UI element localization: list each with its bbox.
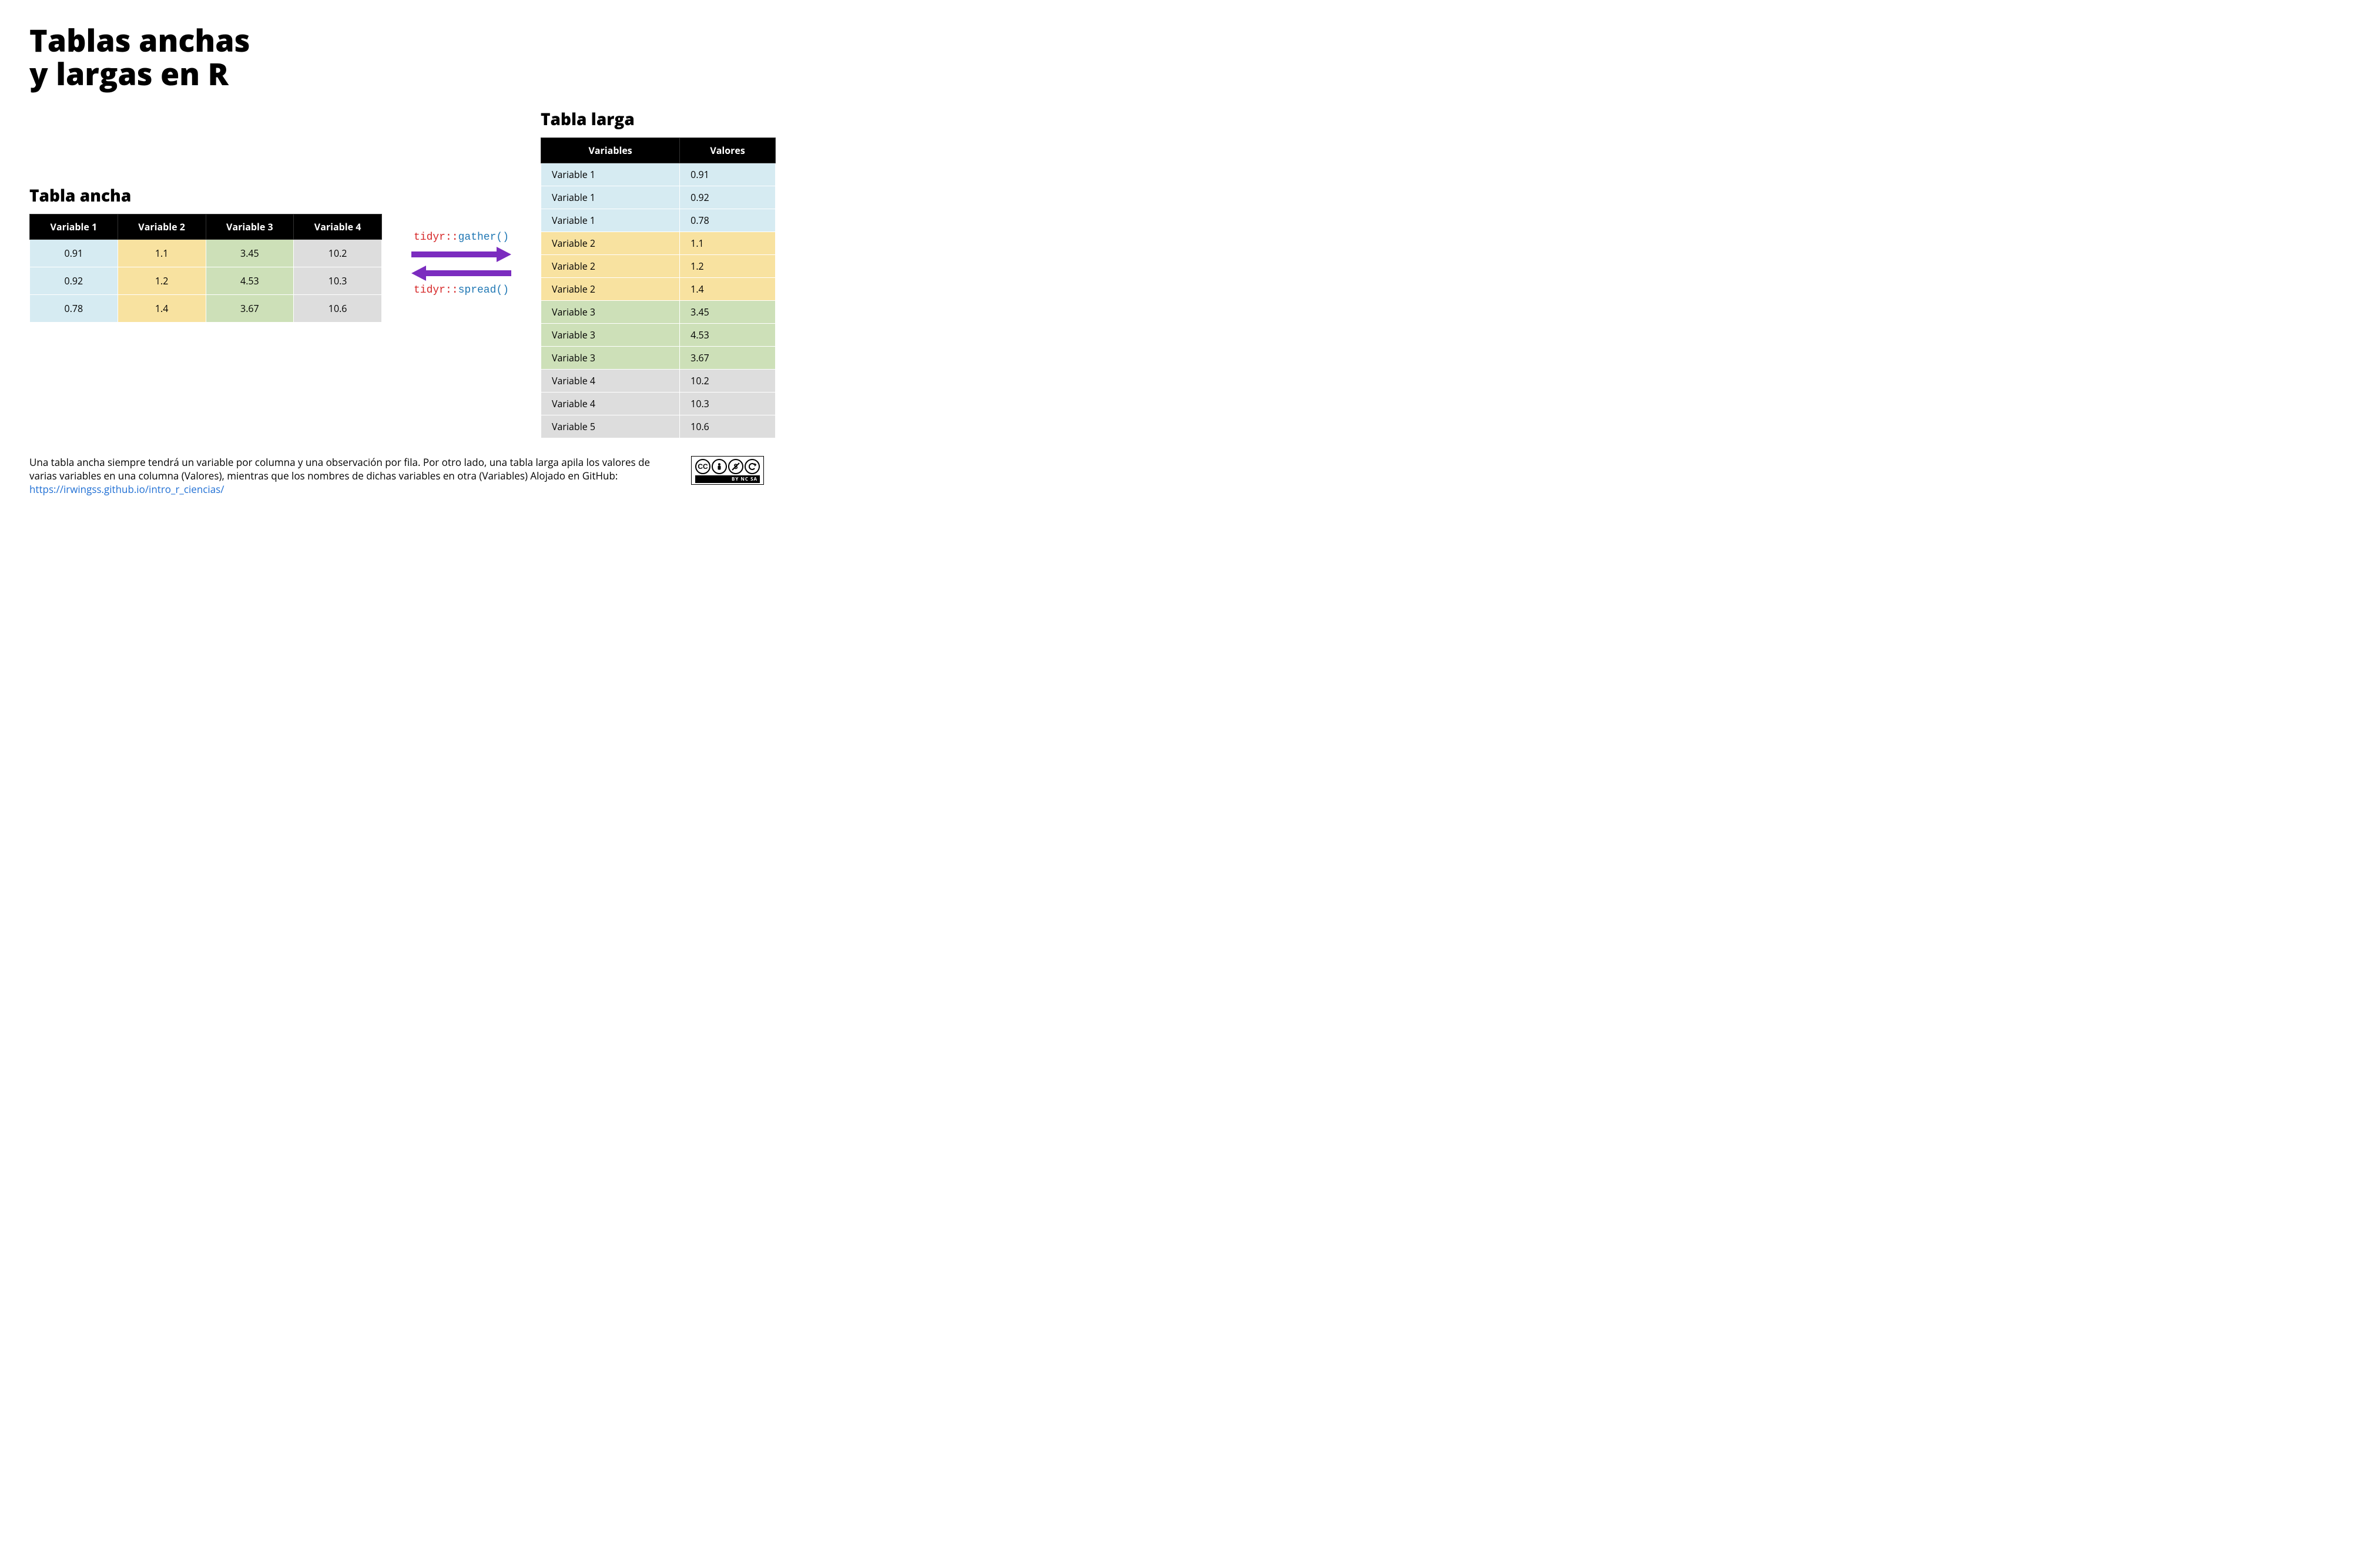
table-cell: 0.91 xyxy=(680,163,776,186)
table-row: Variable 33.45 xyxy=(541,301,776,324)
sa-icon xyxy=(745,459,760,474)
table-cell: 1.4 xyxy=(118,295,206,323)
long-heading: Tabla larga xyxy=(541,108,776,130)
page-title: Tablas anchas y largas en R xyxy=(29,24,764,90)
table-cell: Variable 2 xyxy=(541,255,680,278)
table-cell: 1.1 xyxy=(118,240,206,267)
table-body: Variable 10.91Variable 10.92Variable 10.… xyxy=(541,163,776,438)
table-row: Variable 510.6 xyxy=(541,415,776,438)
wide-heading: Tabla ancha xyxy=(29,185,382,207)
table-body: 0.911.13.4510.20.921.24.5310.30.781.43.6… xyxy=(30,240,382,323)
table-row: 0.911.13.4510.2 xyxy=(30,240,382,267)
table-cell: 1.2 xyxy=(118,267,206,295)
table-cell: 10.3 xyxy=(680,393,776,415)
table-cell: Variable 3 xyxy=(541,347,680,370)
table-header-cell: Variable 1 xyxy=(30,214,118,240)
table-cell: Variable 3 xyxy=(541,324,680,347)
table-cell: 0.78 xyxy=(680,209,776,232)
table-cell: Variable 2 xyxy=(541,232,680,255)
gather-pkg: tidyr:: xyxy=(414,232,458,243)
table-cell: 0.91 xyxy=(30,240,118,267)
spread-paren: () xyxy=(496,284,509,296)
table-cell: 10.6 xyxy=(680,415,776,438)
title-line-2: y largas en R xyxy=(29,53,229,95)
table-header-cell: Valores xyxy=(680,138,776,163)
table-cell: 10.3 xyxy=(294,267,382,295)
table-row: 0.781.43.6710.6 xyxy=(30,295,382,323)
table-cell: 3.67 xyxy=(680,347,776,370)
cc-icon: CC xyxy=(695,459,710,474)
gather-paren: () xyxy=(496,232,509,243)
table-cell: Variable 1 xyxy=(541,186,680,209)
table-cell: Variable 4 xyxy=(541,370,680,393)
table-row: Variable 10.91 xyxy=(541,163,776,186)
table-cell: Variable 3 xyxy=(541,301,680,324)
table-cell: 4.53 xyxy=(206,267,294,295)
gather-code: tidyr::gather() xyxy=(414,232,509,243)
table-row: Variable 21.4 xyxy=(541,278,776,301)
long-table: VariablesValores Variable 10.91Variable … xyxy=(541,137,776,438)
wide-table: Variable 1Variable 2Variable 3Variable 4… xyxy=(29,214,382,323)
table-cell: Variable 2 xyxy=(541,278,680,301)
table-cell: 3.67 xyxy=(206,295,294,323)
wide-table-section: Tabla ancha Variable 1Variable 2Variable… xyxy=(29,108,382,323)
arrows-section: tidyr::gather() tidyr::spread() xyxy=(400,108,523,296)
arrow-right-icon xyxy=(411,247,511,262)
footer-text: Una tabla ancha siempre tendrá un variab… xyxy=(29,456,673,497)
table-row: Variable 410.3 xyxy=(541,393,776,415)
table-cell: 1.4 xyxy=(680,278,776,301)
table-cell: 1.1 xyxy=(680,232,776,255)
cc-icons-row: CC $ xyxy=(695,459,760,474)
table-header-cell: Variable 4 xyxy=(294,214,382,240)
table-header-cell: Variable 2 xyxy=(118,214,206,240)
table-cell: 0.92 xyxy=(30,267,118,295)
table-cell: 1.2 xyxy=(680,255,776,278)
cc-license-badge: CC $ BY NC SA xyxy=(691,456,764,485)
table-cell: 3.45 xyxy=(680,301,776,324)
table-header-row: Variable 1Variable 2Variable 3Variable 4 xyxy=(30,214,382,240)
table-cell: Variable 4 xyxy=(541,393,680,415)
table-header-cell: Variables xyxy=(541,138,680,163)
footer-description: Una tabla ancha siempre tendrá un variab… xyxy=(29,455,650,482)
arrow-left-icon xyxy=(411,266,511,281)
table-cell: 3.45 xyxy=(206,240,294,267)
table-header-cell: Variable 3 xyxy=(206,214,294,240)
footer-link[interactable]: https://irwingss.github.io/intro_r_cienc… xyxy=(29,482,224,496)
content-row: Tabla ancha Variable 1Variable 2Variable… xyxy=(29,108,764,438)
table-row: Variable 21.2 xyxy=(541,255,776,278)
by-icon xyxy=(712,459,727,474)
table-cell: 0.92 xyxy=(680,186,776,209)
table-cell: Variable 1 xyxy=(541,209,680,232)
spread-fn: spread xyxy=(458,284,497,296)
spread-pkg: tidyr:: xyxy=(414,284,458,296)
table-cell: 10.6 xyxy=(294,295,382,323)
footer: Una tabla ancha siempre tendrá un variab… xyxy=(29,456,764,497)
table-cell: Variable 1 xyxy=(541,163,680,186)
gather-fn: gather xyxy=(458,232,497,243)
table-cell: 4.53 xyxy=(680,324,776,347)
table-row: Variable 10.92 xyxy=(541,186,776,209)
table-row: Variable 410.2 xyxy=(541,370,776,393)
table-cell: 10.2 xyxy=(294,240,382,267)
spread-code: tidyr::spread() xyxy=(414,284,509,296)
table-cell: 0.78 xyxy=(30,295,118,323)
long-table-section: Tabla larga VariablesValores Variable 10… xyxy=(541,108,776,438)
table-cell: Variable 5 xyxy=(541,415,680,438)
table-header-row: VariablesValores xyxy=(541,138,776,163)
table-row: 0.921.24.5310.3 xyxy=(30,267,382,295)
table-row: Variable 34.53 xyxy=(541,324,776,347)
table-row: Variable 33.67 xyxy=(541,347,776,370)
nc-icon: $ xyxy=(728,459,743,474)
cc-sublabel: BY NC SA xyxy=(695,475,760,483)
table-cell: 10.2 xyxy=(680,370,776,393)
table-row: Variable 21.1 xyxy=(541,232,776,255)
table-row: Variable 10.78 xyxy=(541,209,776,232)
